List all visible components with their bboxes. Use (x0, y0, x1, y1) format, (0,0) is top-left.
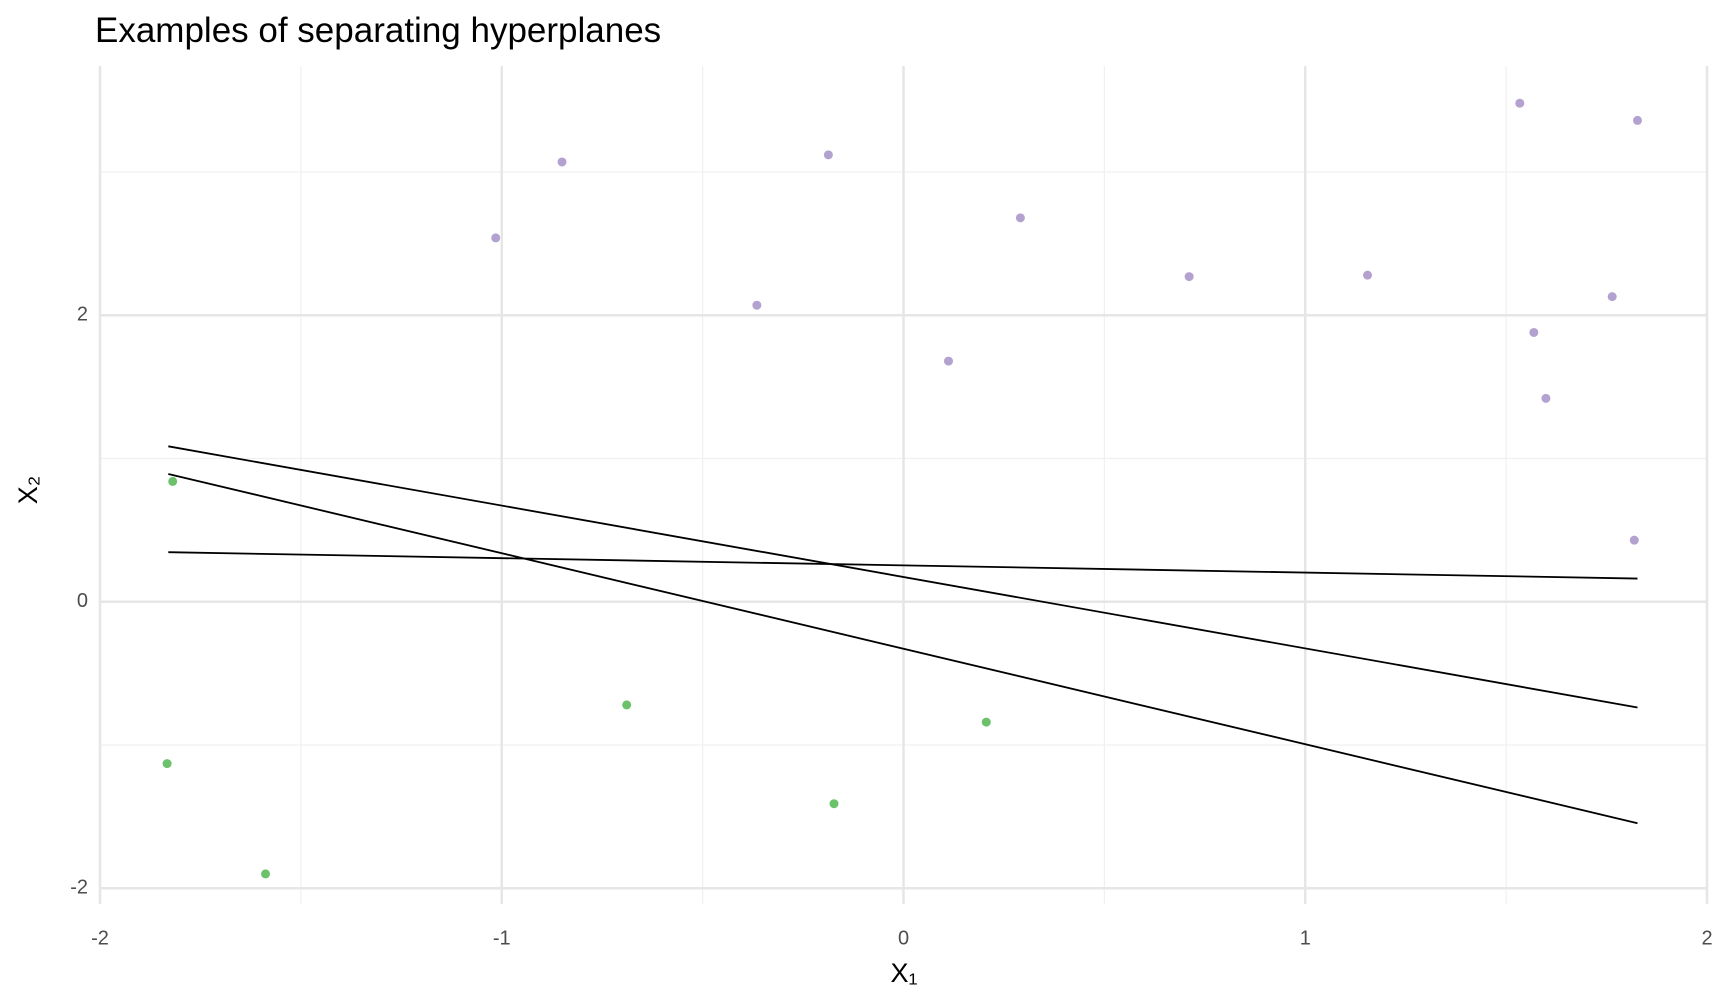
y-tick-label: 0 (77, 590, 88, 612)
x-tick-label: 2 (1701, 927, 1712, 949)
point (1529, 327, 1539, 337)
hyperplane-line (168, 445, 1638, 709)
chart-title: Examples of separating hyperplanes (95, 11, 661, 50)
y-tick-label: 2 (77, 304, 88, 326)
point (1515, 98, 1525, 108)
x-tick-label: 1 (1300, 927, 1311, 949)
y-axis-title: X₂ (13, 476, 43, 505)
point (1015, 213, 1025, 223)
point (752, 300, 762, 310)
point (1363, 270, 1373, 280)
x-tick-label: -2 (91, 927, 109, 949)
point (162, 759, 172, 769)
x-tick-label: 0 (898, 927, 909, 949)
point (829, 799, 839, 809)
point (1632, 115, 1642, 125)
point (261, 869, 271, 879)
point (491, 233, 501, 243)
point (1607, 292, 1617, 302)
hyperplane-line (168, 551, 1638, 580)
y-tick-label: -2 (70, 877, 88, 899)
point (168, 476, 178, 486)
point (1629, 535, 1639, 545)
point (823, 150, 833, 160)
point (1184, 272, 1194, 282)
point (981, 717, 991, 727)
x-axis-title: X₁ (890, 958, 917, 988)
x-tick-label: -1 (493, 927, 511, 949)
point (1541, 393, 1551, 403)
point (622, 700, 632, 710)
point (943, 356, 953, 366)
hyperplane-line (168, 473, 1638, 825)
point (557, 157, 567, 167)
